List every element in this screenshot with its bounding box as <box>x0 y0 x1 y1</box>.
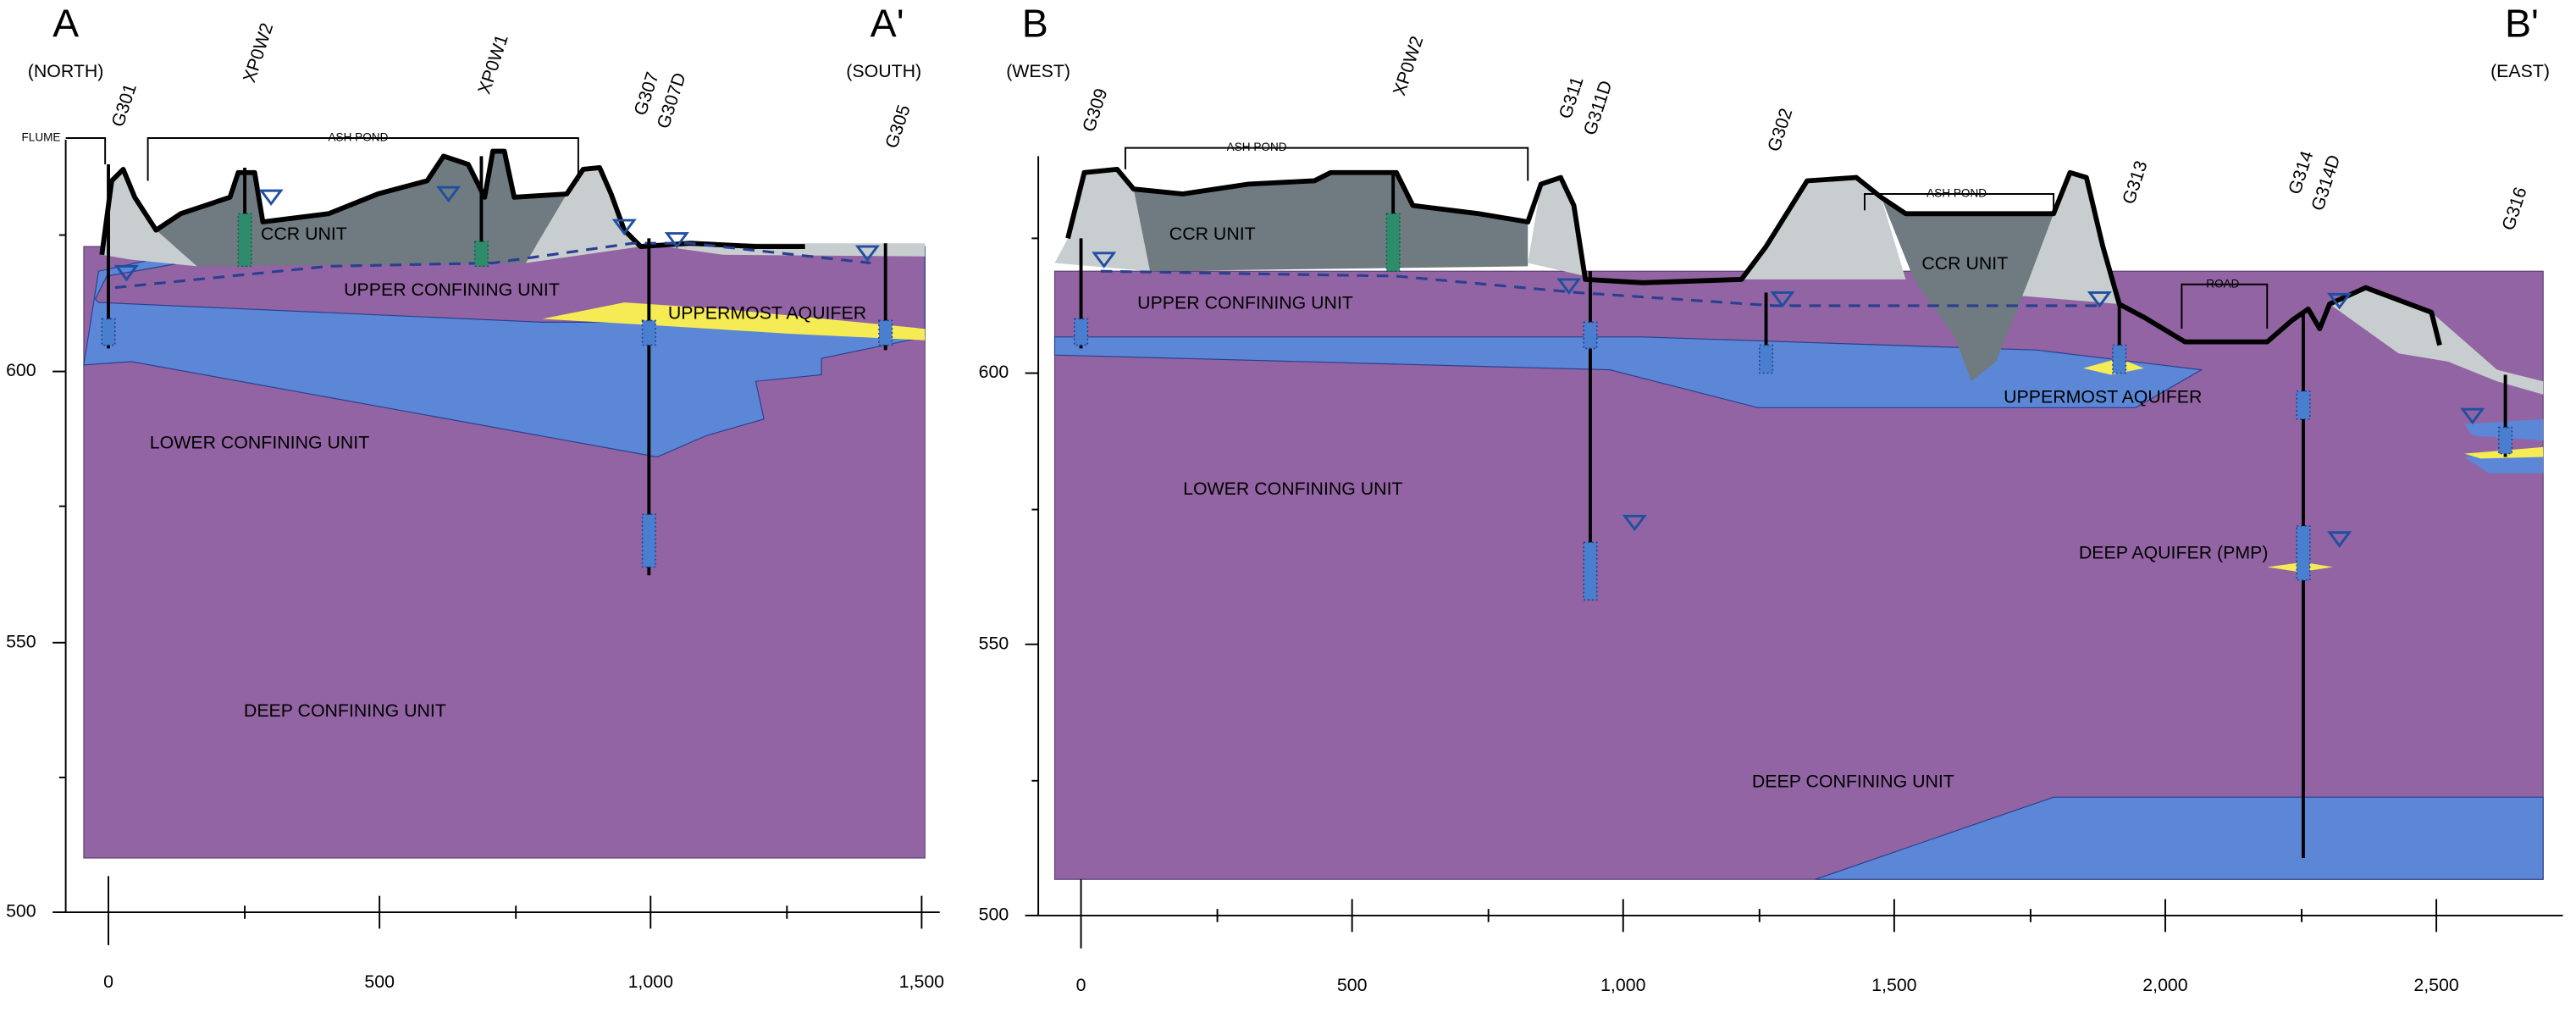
unit-label: DEEP CONFINING UNIT <box>244 700 446 721</box>
feature-label: ASH POND <box>1926 187 1987 200</box>
bracket <box>66 138 106 164</box>
unit-label: CCR UNIT <box>1169 224 1256 244</box>
x-tick-label: 500 <box>1337 975 1368 995</box>
well-screen <box>1584 542 1597 600</box>
well-screen <box>2297 391 2310 419</box>
well-screen <box>2113 346 2126 374</box>
x-tick-label: 0 <box>1076 975 1086 995</box>
section-start-direction: (NORTH) <box>28 61 104 81</box>
well-label: XP0W1 <box>474 32 512 97</box>
section-start-direction: (WEST) <box>1006 61 1070 81</box>
unit-label: CCR UNIT <box>1921 253 2008 274</box>
berm <box>1055 169 1151 271</box>
well-screen <box>2297 526 2310 580</box>
unit-label: UPPER CONFINING UNIT <box>1137 293 1353 313</box>
ccr <box>156 152 567 267</box>
section-start: A <box>53 1 79 45</box>
panel-a-geology <box>66 138 926 858</box>
unit-label: UPPERMOST AQUIFER <box>668 302 866 323</box>
section-end: B' <box>2505 1 2539 45</box>
well-screen <box>238 213 252 266</box>
well-label: G301 <box>108 81 141 130</box>
y-tick-label: 600 <box>6 360 36 380</box>
well-label: G311 <box>1555 74 1587 121</box>
y-tick-label: 500 <box>979 905 1009 925</box>
y-tick-label: 600 <box>979 362 1009 382</box>
page: 600 550 500 0 500 1,000 1,500 A (NORTH) A' (SOUTH)… <box>0 0 2576 1024</box>
well-label: G302 <box>1764 106 1797 154</box>
x-tick-label: 1,500 <box>899 971 945 992</box>
x-tick-label: 1,500 <box>1871 975 1917 995</box>
feature-label: ASH POND <box>328 131 388 144</box>
section-end-direction: (SOUTH) <box>846 61 921 81</box>
well-label: XP0W2 <box>1389 34 1427 98</box>
y-tick-label: 550 <box>6 631 36 651</box>
well-screen <box>2499 428 2512 454</box>
well-screen <box>1386 213 1400 271</box>
cross-sections: 600 550 500 0 500 1,000 1,500 A (NORTH) A' (SOUTH)… <box>0 0 2576 1024</box>
feature-label: FLUME <box>21 131 60 144</box>
x-tick-label: 1,000 <box>1600 975 1646 995</box>
well-label: G305 <box>882 102 915 151</box>
section-end: A' <box>871 1 904 45</box>
unit-label: CCR UNIT <box>261 224 347 244</box>
section-start: B <box>1022 1 1048 45</box>
feature-label: ASH POND <box>1227 141 1287 153</box>
section-end-direction: (EAST) <box>2490 61 2550 81</box>
bracket <box>148 138 578 180</box>
x-tick-label: 0 <box>103 971 113 992</box>
well-label: G316 <box>2498 185 2531 233</box>
well-screen <box>1075 318 1088 345</box>
y-tick-label: 500 <box>6 901 36 922</box>
unit-label: UPPERMOST AQUIFER <box>2004 386 2202 407</box>
well-screen <box>879 320 893 345</box>
water-level <box>261 191 280 204</box>
well-label: G309 <box>1079 86 1112 134</box>
well-screen <box>643 514 656 567</box>
unit-label: UPPER CONFINING UNIT <box>344 280 560 300</box>
berm <box>1741 178 1905 280</box>
well-screen <box>643 320 656 345</box>
unit-label: LOWER CONFINING UNIT <box>1183 479 1402 499</box>
well-screen <box>475 241 489 266</box>
ccr <box>1134 173 1528 271</box>
unit-label: DEEP CONFINING UNIT <box>1752 771 1954 791</box>
x-tick-label: 2,000 <box>2142 975 2188 995</box>
well-label: XP0W2 <box>239 20 277 85</box>
x-tick-label: 2,500 <box>2413 975 2459 995</box>
well-screen <box>102 318 115 345</box>
well-screen <box>1760 346 1773 374</box>
x-tick-label: 1,000 <box>628 971 674 992</box>
well-label: G313 <box>2119 158 2152 207</box>
panel-b-geology <box>1055 148 2544 880</box>
well-screen <box>1584 322 1597 348</box>
x-tick-label: 500 <box>364 971 395 992</box>
feature-label: ROAD <box>2206 277 2239 290</box>
unit-label: DEEP AQUIFER (PMP) <box>2079 543 2269 563</box>
y-tick-label: 550 <box>979 633 1009 653</box>
unit-label: LOWER CONFINING UNIT <box>150 433 369 453</box>
